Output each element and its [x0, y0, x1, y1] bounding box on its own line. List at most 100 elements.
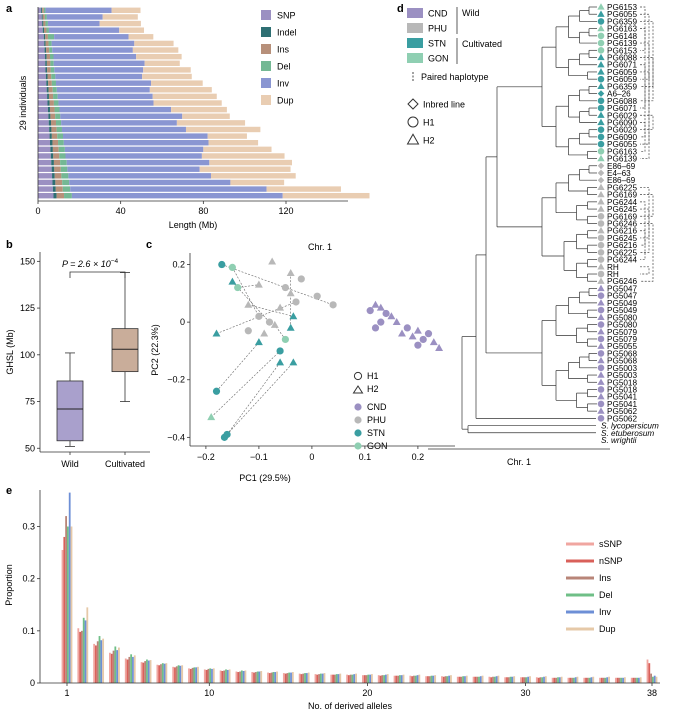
scatter-point	[392, 317, 401, 326]
bar-segment	[42, 7, 44, 14]
bar	[323, 673, 326, 683]
paired-haplotype-link	[226, 362, 281, 435]
bar-segment	[45, 67, 48, 73]
bar	[493, 676, 496, 683]
bar	[511, 676, 514, 683]
bar-segment	[49, 53, 54, 60]
bar	[386, 674, 389, 683]
scatter-point	[419, 335, 427, 344]
bar	[558, 677, 561, 683]
bar	[393, 675, 396, 683]
legend-swatch	[566, 593, 594, 597]
legend-swatch	[566, 610, 594, 614]
bar-segment	[38, 40, 45, 47]
bar	[639, 677, 642, 683]
panel-e-allele-frequency-bars: 0 0.1 0.2 0.3 1 10 20 30 38 No. of derived allele…	[4, 490, 660, 711]
bar	[622, 677, 624, 683]
bar	[223, 670, 226, 683]
bar-segment	[48, 27, 120, 33]
bar-segment	[38, 20, 43, 27]
bar	[114, 646, 117, 683]
bar	[254, 672, 257, 683]
legend-marker	[354, 442, 362, 450]
bar	[442, 676, 445, 683]
bar	[212, 668, 215, 683]
bar	[244, 670, 247, 683]
bar	[630, 677, 633, 683]
bar-segment	[50, 67, 55, 73]
bar	[316, 674, 319, 683]
bar	[425, 676, 428, 683]
legend-marker-h1	[353, 371, 363, 381]
paired-haplotype-bracket	[640, 194, 654, 217]
bar-segment	[59, 106, 172, 113]
paired-haplotype-bracket	[640, 13, 650, 145]
bar-segment	[102, 14, 138, 20]
bar	[586, 677, 589, 683]
bar	[100, 640, 103, 683]
x-axis-label: Length (Mb)	[169, 220, 218, 230]
bar	[504, 677, 507, 683]
bar-segment	[38, 87, 47, 93]
bar	[237, 672, 240, 683]
tree-leaf-marker	[597, 327, 605, 335]
bar	[63, 536, 66, 683]
bar	[126, 659, 129, 683]
bar	[544, 676, 547, 683]
bar	[302, 673, 305, 683]
bar	[116, 650, 119, 683]
legend-swatch	[407, 53, 423, 63]
bar	[653, 675, 656, 683]
scatter-point	[286, 289, 295, 297]
tree-leaf-marker	[597, 18, 605, 25]
bar	[239, 671, 241, 683]
y-tick-label: 125	[20, 303, 35, 313]
scatter-point	[281, 335, 289, 344]
bar-segment	[171, 106, 227, 113]
tree-leaf-label: PG5049	[607, 299, 637, 308]
tree-leaf-label: PG5047	[607, 284, 637, 293]
bar-segment	[210, 173, 296, 179]
bar	[144, 661, 147, 683]
bar-segment	[49, 126, 52, 133]
bar-segment	[38, 186, 53, 192]
bar-segment	[38, 146, 51, 153]
tree-leaf-label: PG6055	[607, 140, 637, 149]
bar-segment	[61, 173, 69, 179]
tree-leaf-marker	[597, 53, 605, 61]
tree-leaf-label: PG6359	[607, 82, 637, 91]
tree-leaf-label: E86–69	[607, 176, 636, 185]
tree-leaf-label: PG6029	[607, 111, 637, 120]
bar	[479, 676, 482, 683]
bar-segment	[53, 100, 59, 106]
bar	[497, 675, 500, 683]
tree-leaf-label: PG6139	[607, 155, 637, 164]
bar-segment	[151, 80, 203, 86]
legend-shape-marker	[406, 133, 420, 145]
tree-leaf-label: PG5003	[607, 371, 637, 380]
tree-leaf-marker	[597, 82, 605, 90]
paired-haplotype-bracket	[640, 64, 646, 109]
legend-label: CND	[428, 9, 448, 19]
bar-segment	[48, 113, 51, 119]
bar	[637, 677, 640, 683]
box	[56, 380, 84, 442]
bar	[541, 677, 544, 683]
y-tick-label: 0.3	[22, 522, 35, 532]
bar-segment	[38, 80, 47, 86]
legend-label: Inv	[277, 79, 290, 89]
y-axis-label: 29 individuals	[18, 75, 28, 130]
scatter-point	[276, 347, 284, 355]
bar	[203, 669, 206, 683]
tree-leaf-marker	[597, 378, 605, 385]
bar	[225, 669, 227, 683]
tree-leaf-label: PG6088	[607, 54, 637, 63]
bar	[195, 667, 198, 683]
bar-segment	[38, 173, 53, 179]
scatter-point	[413, 326, 422, 334]
y-tick-label: 150	[20, 256, 35, 266]
tree-leaf-marker	[597, 249, 605, 256]
tree-leaf-label: PG6055	[607, 10, 637, 19]
paired-haplotype-link	[248, 304, 294, 317]
legend-swatch	[261, 61, 271, 71]
